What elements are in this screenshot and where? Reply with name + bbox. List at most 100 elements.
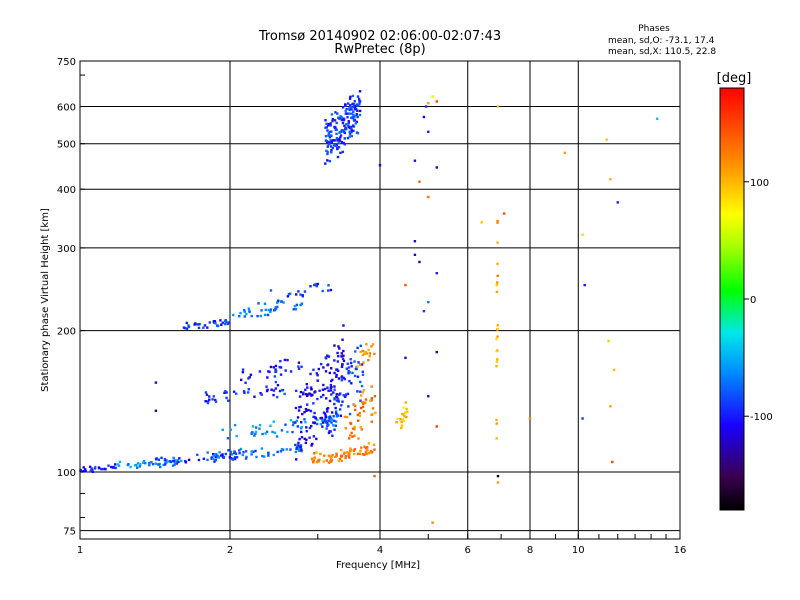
data-point — [270, 388, 273, 391]
data-point — [348, 104, 352, 107]
data-point — [287, 293, 291, 296]
data-point — [300, 425, 304, 429]
data-point — [336, 351, 339, 355]
data-point — [347, 366, 351, 369]
data-point — [258, 423, 262, 427]
data-point — [329, 430, 333, 433]
data-point — [297, 367, 301, 371]
data-point — [144, 461, 147, 465]
data-point — [276, 305, 279, 309]
data-point — [331, 119, 334, 123]
data-point — [205, 393, 209, 396]
data-point — [197, 323, 200, 326]
data-point — [342, 324, 345, 327]
data-point — [279, 359, 282, 363]
data-point — [254, 432, 257, 435]
data-point — [322, 393, 325, 397]
data-point — [325, 149, 328, 153]
data-point — [364, 350, 367, 354]
data-point — [284, 369, 287, 372]
data-point — [362, 388, 366, 392]
data-point — [272, 420, 275, 423]
data-point — [184, 461, 188, 464]
data-point — [612, 368, 616, 372]
data-point — [495, 337, 498, 341]
data-point — [324, 370, 328, 373]
data-point — [324, 139, 328, 142]
data-point — [340, 130, 343, 134]
data-point — [175, 462, 179, 465]
data-point — [214, 453, 217, 456]
data-point — [353, 448, 357, 451]
data-point — [435, 272, 438, 275]
data-point — [359, 426, 362, 429]
data-point — [337, 398, 340, 401]
data-point — [342, 394, 345, 397]
data-point — [222, 455, 226, 459]
grid-lines — [80, 61, 680, 539]
data-point — [312, 435, 316, 438]
data-point — [359, 406, 363, 410]
data-point — [329, 386, 332, 390]
data-point — [427, 130, 430, 134]
data-point — [285, 448, 288, 451]
data-point — [289, 448, 292, 451]
data-point — [354, 350, 357, 353]
data-point — [338, 131, 341, 134]
data-point — [342, 452, 346, 455]
data-point — [496, 481, 500, 484]
data-point — [196, 453, 199, 457]
data-point — [217, 455, 220, 459]
data-point — [245, 312, 248, 316]
data-point — [333, 419, 336, 423]
data-point — [348, 97, 352, 100]
data-point — [250, 431, 254, 435]
data-point — [331, 117, 335, 121]
data-point — [159, 465, 162, 469]
data-point — [297, 361, 301, 364]
data-point — [221, 321, 225, 324]
data-point — [496, 219, 499, 223]
data-point — [350, 116, 353, 120]
data-point — [364, 450, 368, 454]
data-point — [337, 345, 340, 348]
data-point — [327, 355, 331, 358]
data-point — [305, 430, 308, 433]
data-point — [424, 105, 428, 108]
data-point — [358, 99, 361, 102]
data-point — [296, 416, 300, 419]
data-point — [323, 419, 327, 422]
data-point — [229, 457, 233, 460]
data-point — [213, 460, 216, 463]
data-point — [238, 314, 241, 318]
data-point — [316, 374, 319, 377]
data-point — [136, 462, 140, 465]
x-tick-label: 6 — [465, 545, 471, 556]
data-point — [353, 434, 356, 437]
data-point — [330, 367, 333, 370]
data-point — [319, 422, 323, 426]
data-point — [335, 399, 339, 402]
data-point — [351, 371, 354, 375]
data-point — [319, 452, 322, 456]
data-point — [214, 458, 217, 462]
data-point — [344, 456, 347, 460]
data-point — [352, 452, 356, 456]
data-point — [332, 391, 335, 394]
data-point — [252, 450, 255, 453]
data-point — [368, 352, 372, 355]
data-point — [229, 428, 232, 431]
data-point — [278, 365, 281, 369]
data-point — [334, 410, 338, 413]
data-point — [344, 103, 347, 106]
data-point — [246, 391, 250, 394]
data-point — [241, 453, 244, 457]
data-point — [338, 347, 341, 350]
data-point — [138, 465, 142, 468]
data-point — [110, 465, 113, 469]
data-point — [208, 395, 211, 398]
data-point — [324, 414, 327, 417]
data-point — [330, 379, 333, 383]
data-point — [169, 460, 173, 464]
data-point — [330, 151, 333, 154]
